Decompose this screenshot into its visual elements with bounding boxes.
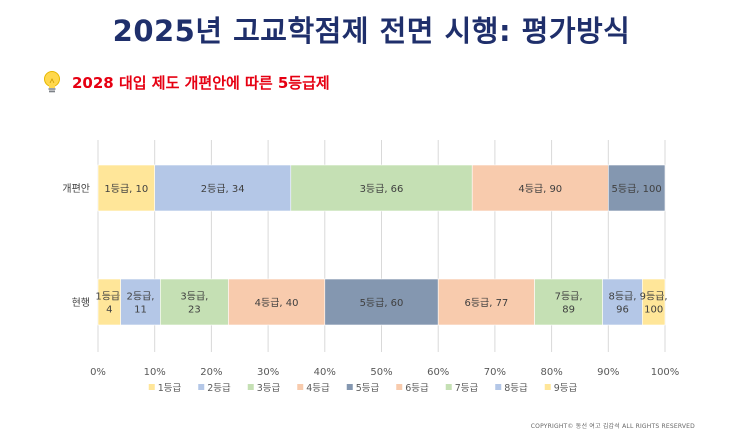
category-label: 현행 bbox=[72, 297, 90, 309]
legend-label: 1등급 bbox=[158, 383, 182, 394]
x-tick-label: 70% bbox=[484, 367, 506, 378]
x-tick-label: 100% bbox=[651, 367, 680, 378]
x-tick-label: 80% bbox=[540, 367, 562, 378]
data-label: 2등급, 34 bbox=[201, 183, 245, 195]
data-label: 89 bbox=[562, 305, 575, 316]
x-tick-label: 50% bbox=[370, 367, 392, 378]
lightbulb-icon bbox=[44, 71, 60, 93]
bar-segment bbox=[290, 164, 473, 212]
data-label: 1등급, 10 bbox=[104, 183, 148, 195]
bar-segment bbox=[534, 278, 603, 326]
data-label: 3등급, bbox=[180, 291, 208, 303]
category-label: 개편안 bbox=[62, 183, 90, 195]
bar-segment bbox=[607, 164, 666, 212]
data-label: 4등급, 40 bbox=[255, 297, 299, 309]
legend-swatch bbox=[346, 384, 353, 390]
legend-label: 6등급 bbox=[405, 383, 429, 394]
legend-swatch bbox=[396, 384, 403, 390]
bar-segment bbox=[228, 278, 326, 326]
page-title: 2025년 고교학점제 전면 시행: 평가방식 bbox=[112, 14, 631, 48]
bar-segment bbox=[160, 278, 229, 326]
data-label: 9등급, bbox=[640, 291, 668, 303]
data-label: 100 bbox=[644, 305, 663, 316]
legend-swatch bbox=[495, 384, 502, 390]
x-tick-label: 10% bbox=[144, 367, 166, 378]
bar-segment bbox=[154, 164, 292, 212]
x-tick-label: 60% bbox=[427, 367, 449, 378]
legend-label: 9등급 bbox=[554, 383, 578, 394]
bar-segment bbox=[120, 278, 161, 326]
bar-segment bbox=[324, 278, 439, 326]
bar-segment bbox=[437, 278, 535, 326]
bar-segment bbox=[642, 278, 666, 326]
legend-swatch bbox=[148, 384, 155, 390]
data-label: 5등급, 60 bbox=[360, 297, 404, 309]
data-label: 4 bbox=[106, 305, 112, 316]
x-tick-label: 20% bbox=[200, 367, 222, 378]
data-label: 23 bbox=[188, 305, 201, 316]
legend-label: 5등급 bbox=[356, 383, 380, 394]
legend-label: 7등급 bbox=[455, 383, 479, 394]
x-tick-label: 90% bbox=[597, 367, 619, 378]
bar-segment bbox=[602, 278, 643, 326]
legend-label: 8등급 bbox=[504, 383, 528, 394]
legend-swatch bbox=[544, 384, 551, 390]
legend-label: 3등급 bbox=[257, 383, 281, 394]
data-label: 96 bbox=[616, 305, 629, 316]
data-label: 6등급, 77 bbox=[464, 297, 508, 309]
legend-label: 4등급 bbox=[306, 383, 330, 394]
bar-segment bbox=[97, 164, 156, 212]
data-label: 7등급, bbox=[555, 291, 583, 303]
x-tick-label: 0% bbox=[90, 367, 106, 378]
legend-swatch bbox=[297, 384, 304, 390]
data-label: 2등급, bbox=[127, 291, 155, 303]
legend-label: 2등급 bbox=[207, 383, 231, 394]
x-tick-label: 40% bbox=[314, 367, 336, 378]
data-label: 5등급, 100 bbox=[612, 183, 662, 195]
data-label: 3등급, 66 bbox=[360, 183, 404, 195]
bar-segment bbox=[471, 164, 609, 212]
data-label: 4등급, 90 bbox=[518, 183, 562, 195]
legend-swatch bbox=[198, 384, 205, 390]
data-label: 8등급, bbox=[608, 291, 636, 303]
data-label: 11 bbox=[134, 305, 147, 316]
data-label: 1등급, bbox=[95, 291, 123, 303]
copyright-notice: COPYRIGHT© 동선 여고 김갑석 ALL RIGHTS RESERVED bbox=[530, 423, 695, 430]
legend-swatch bbox=[247, 384, 254, 390]
subtitle: 2028 대입 제도 개편안에 따른 5등급제 bbox=[72, 73, 330, 92]
x-tick-label: 30% bbox=[257, 367, 279, 378]
subtitle-row: 2028 대입 제도 개편안에 따른 5등급제 bbox=[42, 70, 330, 94]
legend-swatch bbox=[445, 384, 452, 390]
